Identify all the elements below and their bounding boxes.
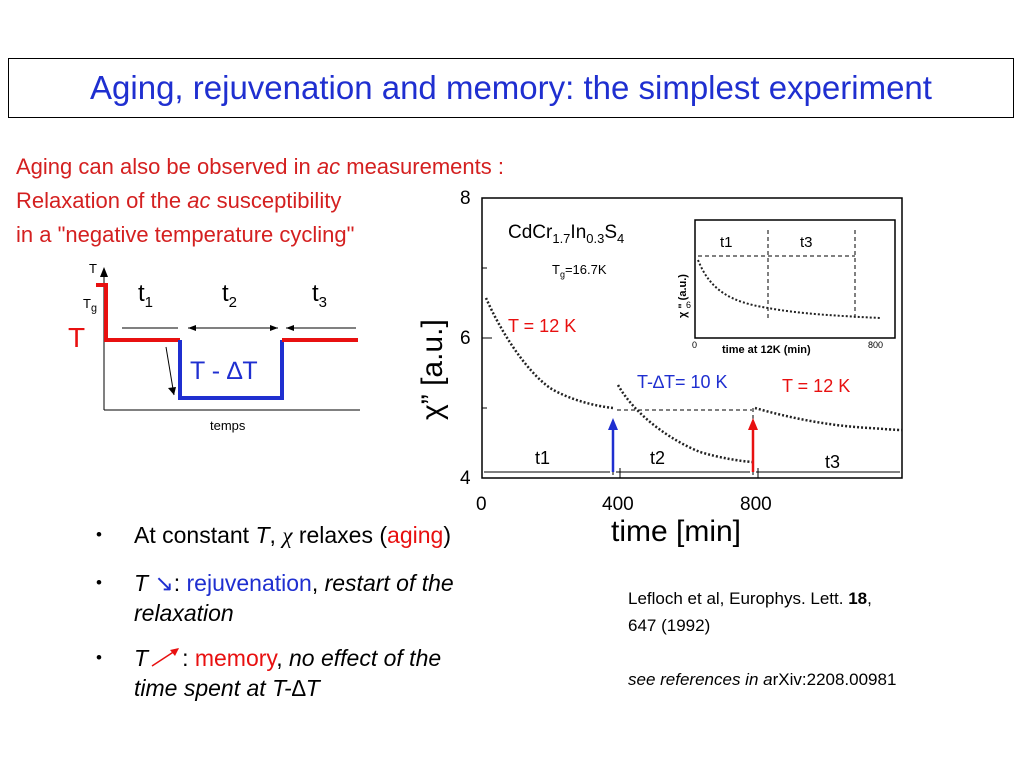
t2-arrow-right — [270, 325, 278, 331]
data-series-t3 — [754, 406, 903, 432]
blue-arrowhead — [608, 418, 618, 430]
label-t10: T-∆T= 10 K — [637, 372, 728, 392]
inset-x-tick-0: 0 — [692, 340, 698, 350]
data-series-t1 — [484, 297, 614, 410]
segment-label-t1: t1 — [535, 448, 551, 468]
schematic-x-label: temps — [210, 418, 246, 433]
segment-label-t3: t3 — [825, 452, 841, 472]
schematic-y-arrowhead — [100, 267, 108, 277]
slide-title: Aging, rejuvenation and memory: the simp… — [90, 69, 932, 106]
schematic-tg-label: Tg — [83, 296, 97, 315]
bullet-rejuvenation-text: T ↘: rejuvenation, restart of the relaxat… — [134, 570, 454, 626]
reference-arxiv: see references in arXiv:2208.00981 — [628, 670, 897, 689]
red-curve-t1 — [96, 283, 180, 342]
inset-x-label: time at 12K (min) — [722, 344, 811, 356]
susceptibility-plot — [481, 197, 903, 479]
intro-line-3: in a "negative temperature cycling" — [16, 222, 355, 247]
y-tick-label-4: 4 — [460, 468, 471, 489]
y-tick-label-6: 6 — [460, 328, 471, 349]
schematic-t2-label: t2 — [222, 280, 238, 311]
t2-arrow-left — [188, 325, 196, 331]
schematic-t-label: T — [68, 322, 86, 353]
bullet-dot-1: • — [96, 525, 102, 544]
title-box: Aging, rejuvenation and memory: the simp… — [8, 58, 1014, 118]
dt-arrowhead — [168, 387, 176, 395]
bullet-dot-2: • — [96, 573, 102, 592]
x-tick-label-400: 400 — [602, 494, 634, 515]
inset-frame — [694, 219, 896, 339]
tg-value-label: Tg=16.7K — [552, 262, 607, 280]
inset-t3-label: t3 — [800, 234, 813, 251]
intro-text: Aging can also be observed in ac measure… — [16, 150, 504, 252]
schematic-y-label: T — [89, 261, 97, 276]
inset-y-tick-6: 6 — [686, 300, 692, 310]
bullet-memory-text: T: memory, no effect of the time spent at… — [134, 645, 442, 701]
label-t12-second: T = 12 K — [782, 376, 851, 396]
reference-block: Lefloch et al, Europhys. Lett. 18, 647 (… — [628, 585, 896, 693]
t3-arrow-left — [286, 325, 294, 331]
inset-t1-label: t1 — [720, 234, 733, 251]
label-t12-first: T = 12 K — [508, 316, 577, 336]
intro-line-2: Relaxation of the ac susceptibility — [16, 188, 342, 213]
inset-x-tick-800: 800 — [868, 340, 884, 350]
reference-pages: 647 (1992) — [628, 616, 711, 635]
x-tick-label-800: 800 — [740, 494, 772, 515]
schematic-t3-label: t3 — [312, 280, 328, 311]
schematic-dt-label: T - ∆T — [190, 357, 258, 385]
bullet-dot-3: • — [96, 648, 102, 667]
red-arrowhead — [748, 418, 758, 430]
blue-curve-t2 — [178, 340, 284, 400]
inset-data — [697, 259, 881, 319]
data-series-t2 — [616, 384, 753, 464]
compound-label: CdCr1.7In0.3S4 — [508, 222, 625, 246]
bullet-aging-text: At constant T, χ relaxes (aging) — [134, 522, 451, 548]
up-right-arrow-icon — [151, 648, 180, 667]
plot-y-axis-label: χ” [a.u.] — [416, 319, 449, 420]
temperature-protocol-diagram — [96, 267, 360, 411]
intro-line-1: Aging can also be observed in ac measure… — [16, 154, 504, 179]
segment-label-t2: t2 — [650, 448, 666, 468]
inset-y-label: χ " (a.u.) — [677, 274, 689, 318]
dt-arrow — [165, 346, 175, 396]
x-tick-label-0: 0 — [476, 494, 487, 515]
y-tick-label-8: 8 — [460, 188, 471, 209]
reference-citation: Lefloch et al, Europhys. Lett. 18, — [628, 589, 872, 608]
plot-x-axis-label: time [min] — [611, 515, 742, 548]
schematic-t1-label: t1 — [138, 280, 154, 311]
